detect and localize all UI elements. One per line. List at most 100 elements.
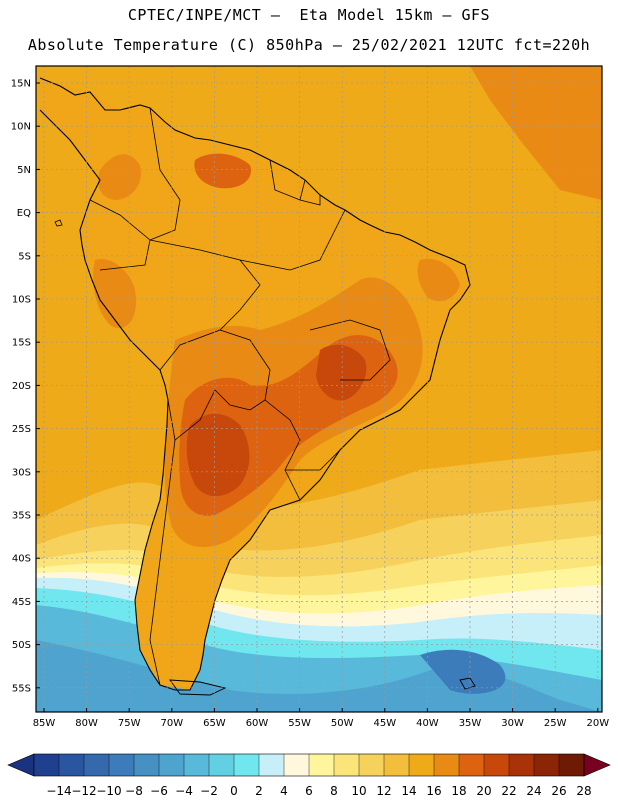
colorbar-swatch xyxy=(459,754,485,776)
lat-tick-label: 15S xyxy=(12,338,31,349)
longitude-axis: 85W 80W 75W 70W 65W 60W 55W 50W 45W 40W 35W 30W 25W 2… xyxy=(33,708,609,729)
colorbar-label: −10 xyxy=(96,784,121,798)
lon-tick-label: 70W xyxy=(160,718,183,729)
lon-tick-label: 25W xyxy=(544,718,567,729)
temperature-field xyxy=(36,66,602,712)
colorbar-swatch xyxy=(109,754,135,776)
lon-tick-label: 65W xyxy=(203,718,226,729)
lat-tick-label: 45S xyxy=(12,597,31,608)
colorbar-label: −2 xyxy=(200,784,218,798)
lat-tick-label: 5N xyxy=(17,165,31,176)
hot-patch-northeast-brazil xyxy=(417,258,460,302)
colorbar-label: 12 xyxy=(376,784,391,798)
colorbar-label: −6 xyxy=(150,784,168,798)
colorbar-swatch xyxy=(559,754,585,776)
lat-tick-label: 25S xyxy=(12,424,31,435)
hot-core-brazil xyxy=(316,344,367,401)
hot-patch-colombia xyxy=(98,154,141,200)
lat-tick-label: 15N xyxy=(11,79,31,90)
lat-tick-label: 30S xyxy=(12,467,31,478)
hot-patch-peru xyxy=(93,259,136,329)
lon-tick-label: 80W xyxy=(75,718,98,729)
colorbar-swatch xyxy=(284,754,310,776)
colorbar-label: 26 xyxy=(551,784,566,798)
colorbar-swatch xyxy=(434,754,460,776)
colorbar-label: 22 xyxy=(501,784,516,798)
colorbar: −14 −12 −10 −8 −6 −4 −2 0 2 4 6 8 10 12 14 16 18 20 22 24 26… xyxy=(7,753,611,798)
falkland-islands xyxy=(459,677,476,690)
lat-tick-label: 50S xyxy=(12,640,31,651)
colorbar-label: 8 xyxy=(330,784,338,798)
colorbar-label: 4 xyxy=(280,784,288,798)
latitude-axis: 15N 10N 5N EQ 5S 10S 15S 20S 25S 30S 35S 40S 45S 50S 5… xyxy=(11,79,40,694)
colorbar-label: 24 xyxy=(526,784,541,798)
colorbar-swatch xyxy=(134,754,160,776)
colorbar-label: 18 xyxy=(451,784,466,798)
lat-tick-label: 20S xyxy=(12,381,31,392)
map-frame xyxy=(35,65,603,713)
colorbar-swatch xyxy=(59,754,85,776)
colorbar-swatch xyxy=(409,754,435,776)
lon-tick-label: 60W xyxy=(246,718,269,729)
colorbar-label: 28 xyxy=(576,784,591,798)
colorbar-label: −8 xyxy=(125,784,143,798)
lon-tick-label: 55W xyxy=(288,718,311,729)
chart-title-line-1: CPTEC/INPE/MCT – Eta Model 15km – GFS xyxy=(127,6,491,24)
lon-tick-label: 75W xyxy=(118,718,141,729)
border-colombia-venezuela xyxy=(149,107,181,241)
lon-tick-label: 85W xyxy=(33,718,56,729)
colorbar-swatch xyxy=(484,754,510,776)
lon-tick-label: 20W xyxy=(586,718,609,729)
country-borders xyxy=(89,107,391,686)
border-brazil-states xyxy=(309,319,391,381)
lat-tick-label: 5S xyxy=(18,251,31,262)
tierra-del-fuego xyxy=(169,679,227,696)
lon-tick-label: 40W xyxy=(416,718,439,729)
colorbar-label: 20 xyxy=(476,784,491,798)
colorbar-label: 0 xyxy=(230,784,238,798)
graticule xyxy=(36,66,602,712)
border-chile-argentina xyxy=(149,439,176,686)
colorbar-swatch xyxy=(334,754,360,776)
colorbar-swatch xyxy=(359,754,385,776)
colorbar-label: −14 xyxy=(46,784,71,798)
colorbar-swatch xyxy=(534,754,560,776)
galapagos-islands xyxy=(54,219,63,227)
atlantic-warm-patch xyxy=(470,66,602,200)
lon-tick-label: 30W xyxy=(501,718,524,729)
colorbar-swatch xyxy=(34,754,60,776)
lon-tick-label: 35W xyxy=(459,718,482,729)
border-guianas xyxy=(269,159,306,201)
hot-patch-venezuela xyxy=(194,153,251,189)
colorbar-label: 6 xyxy=(305,784,313,798)
colorbar-swatch xyxy=(259,754,285,776)
colorbar-swatch xyxy=(159,754,185,776)
coastline xyxy=(39,77,471,691)
colorbar-swatch xyxy=(309,754,335,776)
colorbar-label: 16 xyxy=(426,784,441,798)
colorbar-label: −12 xyxy=(71,784,96,798)
colorbar-under-arrow xyxy=(7,753,35,777)
colorbar-label: 2 xyxy=(255,784,263,798)
colorbar-over-arrow xyxy=(583,753,611,777)
lat-tick-label: 10S xyxy=(12,295,31,306)
colorbar-label: −4 xyxy=(175,784,193,798)
lat-tick-label: 40S xyxy=(12,554,31,565)
colorbar-swatch xyxy=(84,754,110,776)
colorbar-label: 14 xyxy=(401,784,416,798)
colorbar-swatch xyxy=(234,754,260,776)
lon-tick-label: 45W xyxy=(373,718,396,729)
border-argentina-brazil xyxy=(264,399,301,501)
border-chile-argentina-north xyxy=(167,389,216,441)
colorbar-swatch xyxy=(209,754,235,776)
lat-tick-label: 55S xyxy=(12,683,31,694)
colorbar-swatch xyxy=(384,754,410,776)
lat-tick-label: 35S xyxy=(12,511,31,522)
cold-pool xyxy=(420,649,506,694)
colorbar-swatch xyxy=(184,754,210,776)
hot-core-24 xyxy=(186,413,250,497)
lat-tick-label: 10N xyxy=(11,122,31,133)
border-uruguay xyxy=(285,449,341,471)
band-0 xyxy=(36,640,602,712)
